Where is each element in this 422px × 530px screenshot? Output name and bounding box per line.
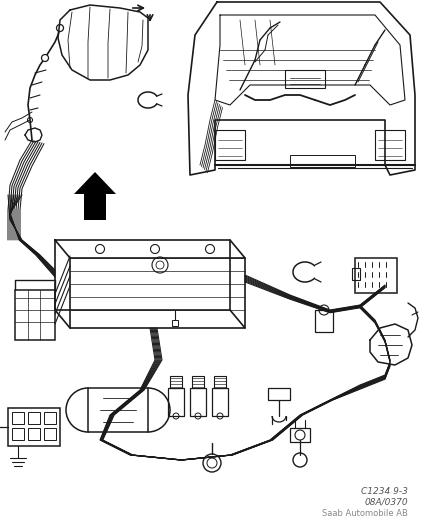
FancyArrow shape <box>74 172 116 220</box>
Bar <box>168 388 184 416</box>
Text: C1234 9-3: C1234 9-3 <box>361 488 408 497</box>
Circle shape <box>57 24 63 31</box>
Bar <box>268 388 290 400</box>
Bar <box>8 408 60 446</box>
Bar <box>212 388 228 416</box>
Bar <box>28 428 40 440</box>
Bar <box>352 268 360 280</box>
Text: 08A/0370: 08A/0370 <box>364 498 408 507</box>
Bar <box>172 320 178 326</box>
Bar <box>375 130 405 160</box>
Bar <box>12 412 24 424</box>
Circle shape <box>41 55 49 61</box>
Bar <box>355 258 397 293</box>
Bar <box>214 376 226 388</box>
Bar <box>290 155 355 167</box>
Bar <box>215 130 245 160</box>
Bar <box>315 310 333 332</box>
Bar <box>170 376 182 388</box>
Bar <box>44 428 56 440</box>
Bar <box>290 428 310 442</box>
Bar <box>28 412 40 424</box>
Bar <box>44 412 56 424</box>
Bar <box>15 290 55 340</box>
Text: Saab Automobile AB: Saab Automobile AB <box>322 509 408 518</box>
Bar <box>190 388 206 416</box>
Bar <box>285 70 325 88</box>
Bar <box>12 428 24 440</box>
Bar <box>192 376 204 388</box>
